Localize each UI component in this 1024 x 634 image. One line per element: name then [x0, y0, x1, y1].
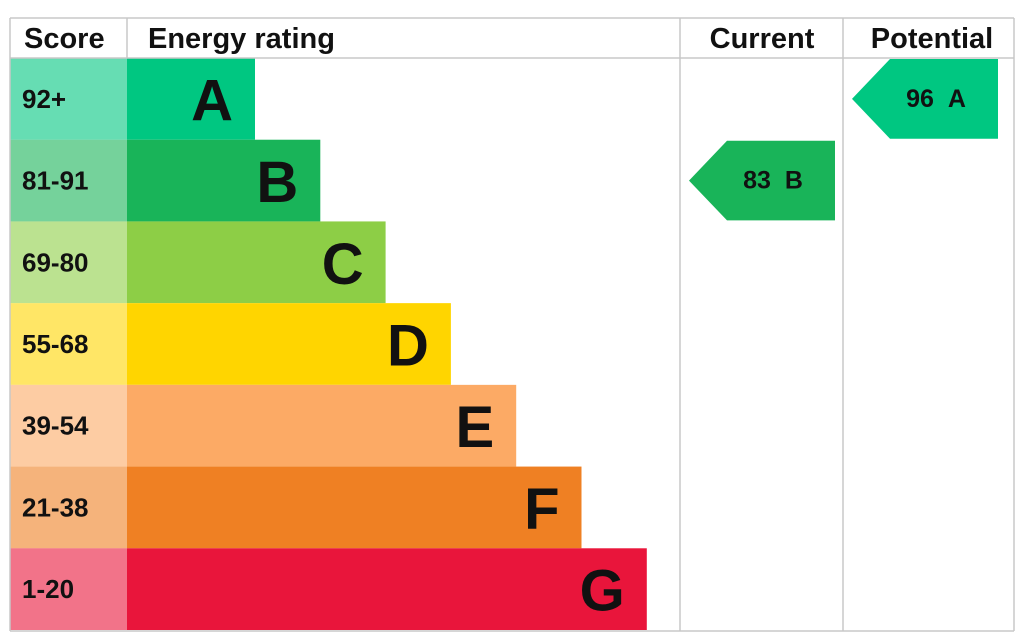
potential-letter: A [948, 85, 966, 113]
score-label: 81-91 [22, 166, 89, 196]
score-cell [10, 221, 127, 304]
header-potential: Potential [871, 23, 993, 55]
rating-bar [127, 221, 386, 304]
rating-bar [127, 548, 647, 630]
score-label: 69-80 [22, 247, 89, 277]
header-rating: Energy rating [148, 23, 335, 55]
rating-bar [127, 466, 582, 549]
potential-label: 96 A [906, 85, 966, 113]
score-label: 39-54 [22, 411, 89, 441]
potential-arrow [852, 59, 998, 139]
rating-letter: B [256, 150, 298, 215]
rating-letter: E [456, 395, 495, 460]
score-cell [10, 548, 127, 630]
current-label: 83 B [743, 167, 803, 195]
current-value: 83 [743, 167, 771, 195]
score-cell [10, 139, 127, 222]
potential-value: 96 [906, 85, 934, 113]
rating-letter: C [322, 232, 364, 297]
current-letter: B [785, 167, 803, 195]
score-label: 92+ [22, 84, 66, 114]
rating-bar [127, 384, 517, 467]
rating-bar [127, 303, 451, 385]
score-cell [10, 58, 127, 140]
header-score: Score [24, 23, 105, 55]
current-arrow [689, 140, 835, 221]
rating-letter: F [524, 477, 559, 542]
rating-bar [127, 58, 255, 140]
rating-letter: A [191, 68, 233, 133]
score-label: 21-38 [22, 492, 89, 522]
score-label: 1-20 [22, 574, 74, 604]
score-cell [10, 384, 127, 467]
score-label: 55-68 [22, 329, 89, 359]
rating-letter: G [580, 559, 625, 624]
header-current: Current [710, 23, 815, 55]
score-cell [10, 466, 127, 549]
rating-letter: D [387, 314, 429, 379]
rating-bar [127, 139, 321, 222]
score-cell [10, 303, 127, 385]
